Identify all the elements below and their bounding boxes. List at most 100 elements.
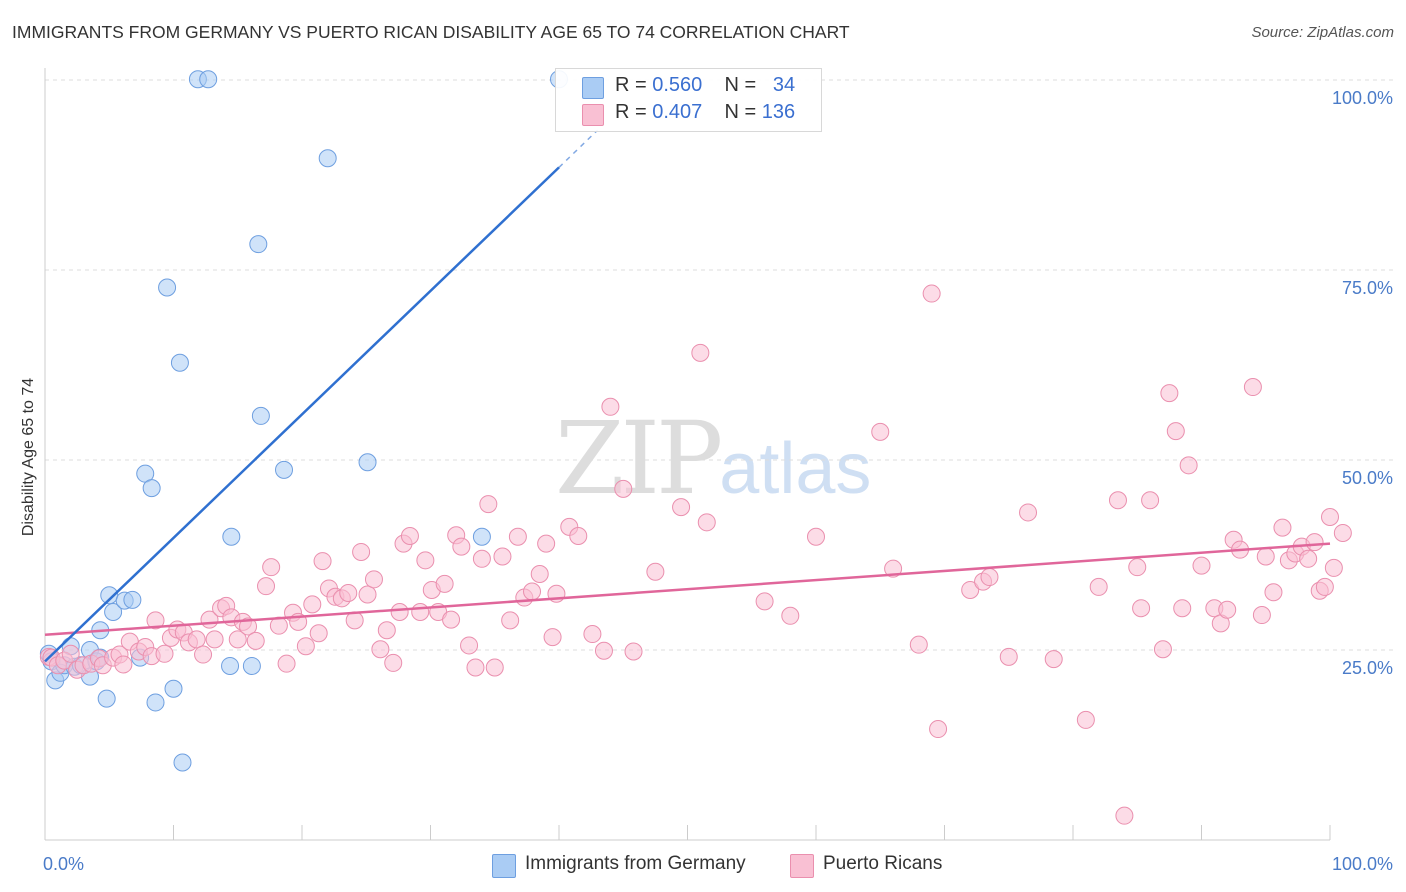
data-point-puerto-ricans	[146, 611, 165, 630]
source-note: Source: ZipAtlas.com	[1251, 24, 1394, 41]
data-point-puerto-ricans	[672, 498, 691, 517]
data-point-puerto-ricans	[1019, 503, 1038, 522]
tick-labels: 25.0% 50.0% 75.0% 100.0% 0.0% 100.0%	[43, 88, 1393, 874]
data-point-puerto-ricans	[1141, 491, 1160, 510]
data-point-puerto-ricans	[922, 284, 941, 303]
data-point-immigrants-from-germany	[199, 70, 218, 89]
data-point-puerto-ricans	[1321, 508, 1339, 526]
r-value-germany: 0.560	[652, 74, 703, 96]
data-point-puerto-ricans	[646, 562, 665, 581]
trend-line-immigrants-from-germany	[44, 166, 560, 663]
data-point-puerto-ricans	[530, 565, 549, 583]
data-point-puerto-ricans	[466, 658, 485, 677]
data-point-puerto-ricans	[309, 624, 328, 643]
legend-swatch-germany	[492, 854, 516, 878]
data-point-puerto-ricans	[1160, 384, 1179, 403]
data-point-puerto-ricans	[583, 625, 602, 644]
data-point-immigrants-from-germany	[222, 527, 241, 546]
data-point-puerto-ricans	[1076, 710, 1095, 729]
data-point-immigrants-from-germany	[275, 460, 294, 479]
data-point-puerto-ricans	[228, 630, 247, 649]
data-point-puerto-ricans	[303, 595, 322, 614]
data-point-puerto-ricans	[1315, 577, 1334, 596]
watermark-atlas: atlas	[719, 429, 872, 509]
data-point-puerto-ricans	[501, 611, 520, 630]
n-value-germany: 34	[772, 74, 796, 96]
n-label: N =	[724, 74, 762, 96]
x-tick-label-max: 100.0%	[1332, 854, 1393, 874]
data-point-immigrants-from-germany	[146, 693, 165, 712]
y-tick-label-100: 100.0%	[1332, 88, 1393, 108]
data-point-puerto-ricans	[781, 606, 800, 625]
axis-layer	[44, 68, 1331, 841]
data-point-puerto-ricans	[485, 658, 504, 677]
data-point-puerto-ricans	[411, 603, 430, 621]
data-point-puerto-ricans	[1179, 456, 1198, 475]
data-point-puerto-ricans	[400, 527, 419, 545]
data-point-puerto-ricans	[460, 636, 479, 655]
data-point-immigrants-from-germany	[158, 278, 177, 297]
grid-layer	[45, 79, 1395, 651]
data-point-puerto-ricans	[1132, 599, 1151, 618]
r-value-puerto-ricans: 0.407	[652, 101, 703, 123]
data-point-puerto-ricans	[1333, 523, 1352, 542]
data-point-puerto-ricans	[187, 630, 206, 649]
data-point-puerto-ricans	[697, 513, 716, 532]
data-point-puerto-ricans	[1299, 549, 1318, 568]
data-point-puerto-ricans	[390, 603, 409, 621]
data-point-puerto-ricans	[493, 547, 512, 566]
x-tick-label-min: 0.0%	[43, 854, 84, 874]
data-point-puerto-ricans	[614, 479, 633, 498]
data-point-puerto-ricans	[352, 542, 371, 561]
series-legend: Immigrants from Germany Puerto Ricans	[0, 852, 1406, 880]
data-point-puerto-ricans	[807, 527, 825, 546]
data-point-puerto-ricans	[257, 577, 276, 596]
data-point-immigrants-from-germany	[242, 656, 261, 675]
data-point-immigrants-from-germany	[249, 235, 268, 254]
data-point-puerto-ricans	[1218, 600, 1237, 619]
data-point-puerto-ricans	[537, 534, 556, 553]
data-point-puerto-ricans	[194, 645, 213, 664]
series-puerto-ricans	[39, 284, 1352, 825]
data-point-puerto-ricans	[472, 549, 491, 568]
watermark: ZIPatlas	[555, 400, 871, 517]
data-point-puerto-ricans	[1252, 606, 1271, 625]
data-point-puerto-ricans	[543, 628, 562, 647]
data-point-puerto-ricans	[601, 397, 620, 416]
data-point-puerto-ricans	[1192, 556, 1211, 575]
data-point-puerto-ricans	[339, 584, 358, 602]
data-point-puerto-ricans	[1173, 599, 1192, 618]
trend-line-extension-germany	[558, 129, 599, 168]
data-point-puerto-ricans	[909, 635, 928, 654]
data-point-puerto-ricans	[1273, 518, 1292, 537]
data-point-puerto-ricans	[371, 640, 390, 659]
data-point-puerto-ricans	[1256, 547, 1275, 566]
data-point-puerto-ricans	[508, 527, 527, 546]
data-point-puerto-ricans	[277, 654, 296, 673]
data-point-puerto-ricans	[442, 610, 461, 629]
data-point-puerto-ricans	[61, 644, 80, 663]
data-point-puerto-ricans	[594, 641, 613, 660]
data-point-puerto-ricans	[364, 570, 383, 589]
n-value-puerto-ricans: 136	[761, 101, 796, 123]
data-point-puerto-ricans	[1324, 558, 1343, 577]
data-point-puerto-ricans	[377, 621, 396, 640]
data-point-puerto-ricans	[296, 637, 315, 656]
legend-swatch-puerto-ricans	[582, 104, 604, 126]
data-point-immigrants-from-germany	[164, 679, 183, 698]
r-label: R =	[615, 101, 653, 123]
data-point-puerto-ricans	[114, 655, 133, 674]
data-point-puerto-ricans	[624, 642, 643, 661]
data-point-puerto-ricans	[358, 585, 377, 604]
data-point-puerto-ricans	[1243, 378, 1262, 397]
data-point-puerto-ricans	[155, 644, 174, 663]
data-point-puerto-ricans	[239, 617, 258, 636]
legend-label-puerto-ricans: Puerto Ricans	[823, 853, 943, 874]
data-point-puerto-ricans	[205, 630, 224, 649]
data-point-puerto-ricans	[1128, 558, 1147, 577]
data-point-puerto-ricans	[1153, 640, 1172, 659]
legend-swatch-puerto-ricans	[790, 854, 814, 878]
data-point-puerto-ricans	[435, 574, 454, 593]
data-point-puerto-ricans	[691, 343, 710, 362]
